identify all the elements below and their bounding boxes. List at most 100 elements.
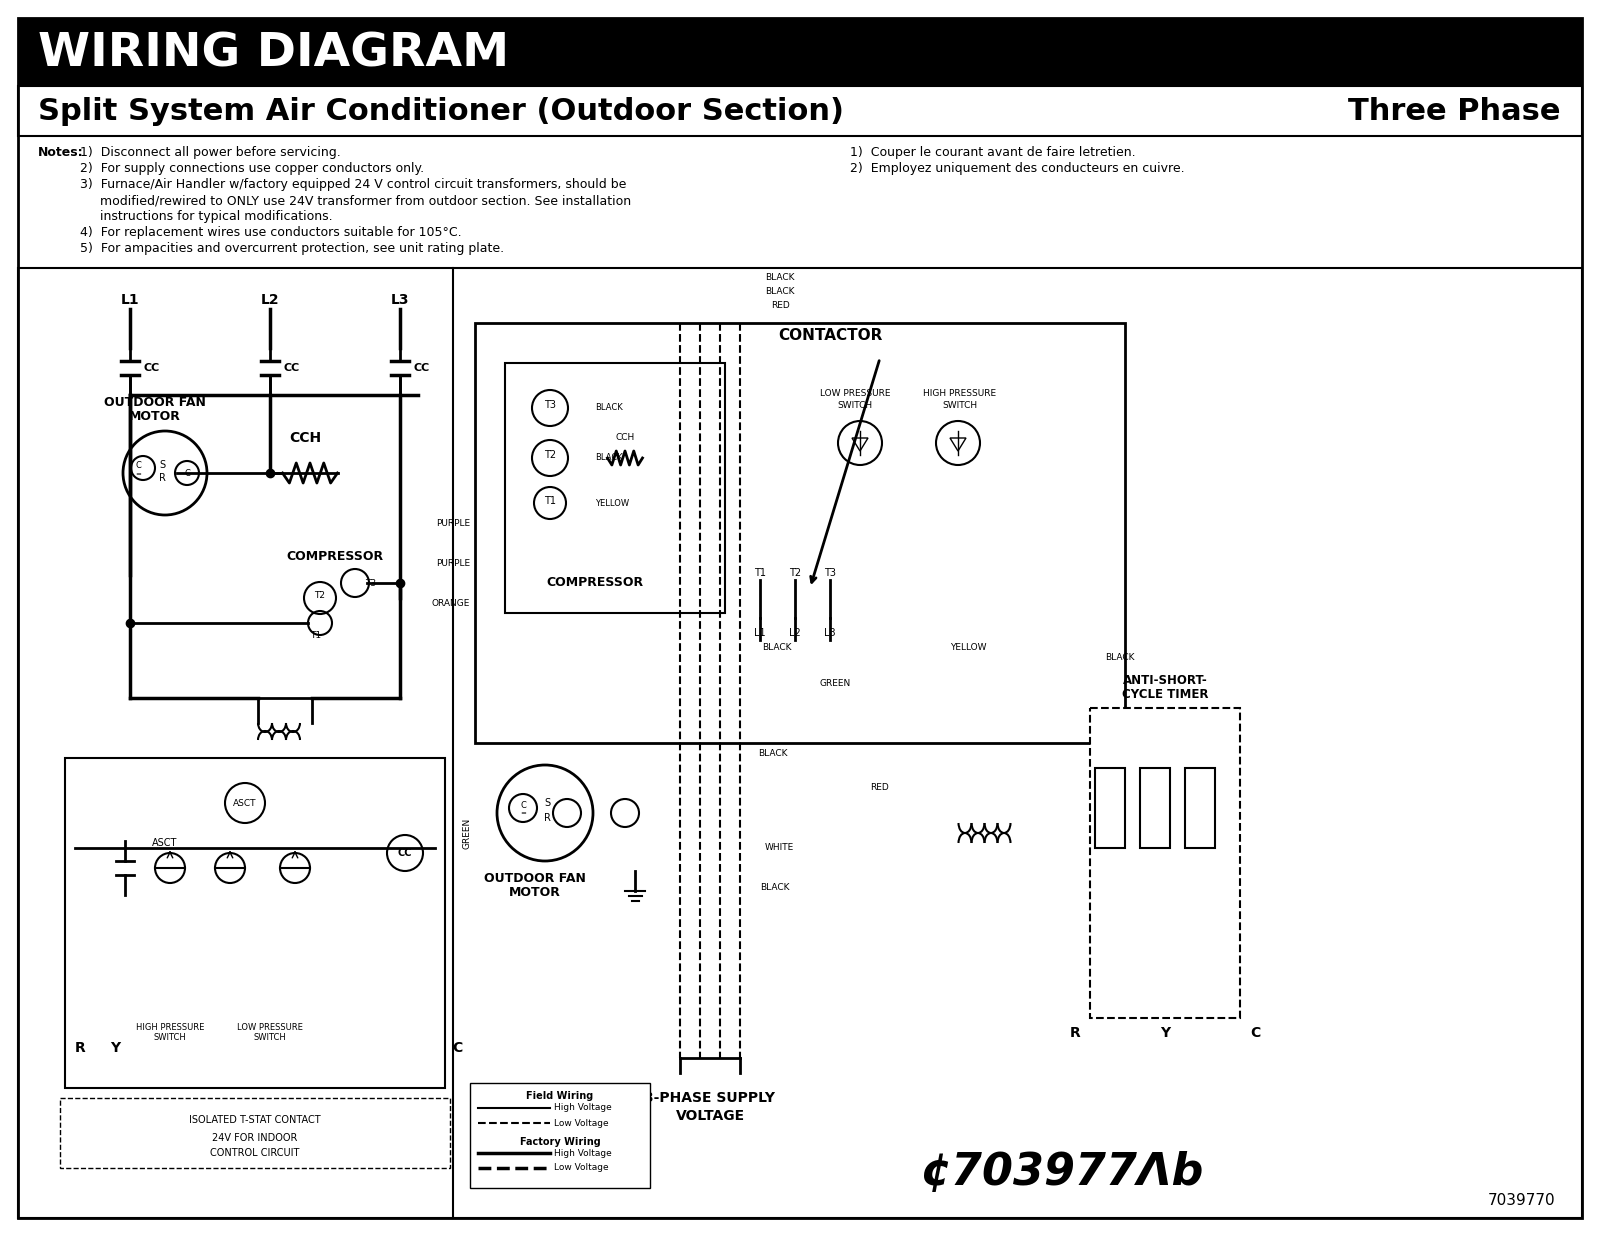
Text: T3: T3 — [824, 569, 835, 578]
Text: S: S — [544, 798, 550, 808]
Bar — [18, 19, 1582, 87]
Text: C: C — [1250, 1026, 1261, 1039]
Text: Low Voltage: Low Voltage — [554, 1163, 608, 1173]
Text: SWITCH: SWITCH — [254, 1033, 286, 1042]
Text: GREEN: GREEN — [462, 817, 472, 849]
Text: CC: CC — [398, 848, 413, 858]
Text: C: C — [134, 461, 141, 471]
Text: L3: L3 — [390, 293, 410, 307]
Text: MOTOR: MOTOR — [509, 886, 562, 900]
Text: T1: T1 — [310, 630, 322, 639]
Text: 5)  For ampacities and overcurrent protection, see unit rating plate.: 5) For ampacities and overcurrent protec… — [80, 242, 504, 255]
Bar — [1139, 768, 1170, 848]
Text: L1: L1 — [754, 628, 766, 638]
Text: LOW PRESSURE: LOW PRESSURE — [237, 1023, 302, 1032]
Text: RED: RED — [870, 784, 888, 792]
Text: SWITCH: SWITCH — [837, 400, 872, 409]
Bar — [61, 1098, 450, 1168]
Text: 1)  Disconnect all power before servicing.: 1) Disconnect all power before servicing… — [80, 146, 341, 159]
Bar — [66, 758, 445, 1088]
Text: 3)  Furnace/Air Handler w/factory equipped 24 V control circuit transformers, sh: 3) Furnace/Air Handler w/factory equippe… — [80, 178, 626, 192]
Text: T2: T2 — [315, 591, 325, 599]
Text: YELLOW: YELLOW — [950, 644, 987, 653]
Text: ORANGE: ORANGE — [432, 598, 470, 608]
Text: ASCT: ASCT — [234, 798, 256, 807]
Text: VOLTAGE: VOLTAGE — [675, 1109, 744, 1124]
Text: WIRING DIAGRAM: WIRING DIAGRAM — [38, 31, 509, 77]
Text: CONTROL CIRCUIT: CONTROL CIRCUIT — [210, 1148, 299, 1158]
Text: CYCLE TIMER: CYCLE TIMER — [1122, 688, 1208, 702]
Text: L1: L1 — [120, 293, 139, 307]
Text: High Voltage: High Voltage — [554, 1148, 611, 1157]
Text: Y: Y — [110, 1041, 120, 1056]
Text: Factory Wiring: Factory Wiring — [520, 1137, 600, 1147]
Text: CCH: CCH — [290, 431, 322, 445]
Text: =: = — [134, 471, 141, 477]
Text: L2: L2 — [261, 293, 280, 307]
Text: LOW PRESSURE: LOW PRESSURE — [819, 388, 890, 398]
Bar — [470, 1083, 650, 1188]
Text: PURPLE: PURPLE — [435, 518, 470, 528]
Text: =: = — [520, 810, 526, 816]
Text: instructions for typical modifications.: instructions for typical modifications. — [80, 210, 333, 222]
Text: ISOLATED T-STAT CONTACT: ISOLATED T-STAT CONTACT — [189, 1115, 322, 1125]
Text: BLACK: BLACK — [758, 749, 787, 758]
Text: L3: L3 — [824, 628, 835, 638]
Text: BLACK: BLACK — [765, 273, 795, 283]
Text: Split System Air Conditioner (Outdoor Section): Split System Air Conditioner (Outdoor Se… — [38, 98, 845, 126]
Text: 1)  Couper le courant avant de faire letretien.: 1) Couper le courant avant de faire letr… — [850, 146, 1136, 159]
Text: CONTACTOR: CONTACTOR — [778, 328, 882, 344]
Text: 2)  For supply connections use copper conductors only.: 2) For supply connections use copper con… — [80, 162, 424, 176]
Bar — [1186, 768, 1214, 848]
Text: BLACK: BLACK — [595, 403, 622, 413]
Text: CCH: CCH — [616, 434, 635, 442]
Text: T2: T2 — [789, 569, 802, 578]
Text: R: R — [75, 1041, 85, 1056]
Text: OUTDOOR FAN: OUTDOOR FAN — [485, 873, 586, 885]
Text: 3-PHASE SUPPLY: 3-PHASE SUPPLY — [645, 1091, 776, 1105]
Text: modified/rewired to ONLY use 24V transformer from outdoor section. See installat: modified/rewired to ONLY use 24V transfo… — [80, 194, 630, 206]
Text: R: R — [544, 813, 550, 823]
Text: C: C — [520, 801, 526, 810]
Text: Notes:: Notes: — [38, 146, 83, 159]
Text: Field Wiring: Field Wiring — [526, 1091, 594, 1101]
Text: C: C — [451, 1041, 462, 1056]
Text: COMPRESSOR: COMPRESSOR — [286, 550, 384, 562]
Text: Three Phase: Three Phase — [1347, 98, 1560, 126]
Text: T1: T1 — [544, 496, 557, 506]
Bar — [18, 87, 1582, 136]
Text: 24V FOR INDOOR: 24V FOR INDOOR — [213, 1133, 298, 1143]
Text: COMPRESSOR: COMPRESSOR — [547, 576, 643, 590]
Bar — [475, 323, 1125, 743]
Text: ANTI-SHORT-: ANTI-SHORT- — [1123, 674, 1208, 686]
Text: HIGH PRESSURE: HIGH PRESSURE — [136, 1023, 205, 1032]
Text: YELLOW: YELLOW — [595, 498, 629, 508]
Text: T3: T3 — [365, 578, 376, 587]
Text: SWITCH: SWITCH — [154, 1033, 186, 1042]
Text: PURPLE: PURPLE — [435, 559, 470, 567]
Text: 7039770: 7039770 — [1488, 1193, 1555, 1208]
Text: S: S — [158, 460, 165, 470]
Text: BLACK: BLACK — [765, 288, 795, 297]
Text: R: R — [1070, 1026, 1080, 1039]
Text: R: R — [158, 473, 165, 483]
Text: 2)  Employez uniquement des conducteurs en cuivre.: 2) Employez uniquement des conducteurs e… — [850, 162, 1184, 176]
Bar — [18, 268, 1582, 1217]
Text: ASCT: ASCT — [152, 838, 178, 848]
Text: C: C — [184, 468, 190, 477]
Text: 4)  For replacement wires use conductors suitable for 105°C.: 4) For replacement wires use conductors … — [80, 226, 462, 239]
Text: High Voltage: High Voltage — [554, 1104, 611, 1112]
Text: BLACK: BLACK — [760, 884, 789, 892]
Text: MOTOR: MOTOR — [130, 410, 181, 424]
Bar — [1090, 708, 1240, 1018]
Text: CC: CC — [283, 363, 299, 373]
Text: CC: CC — [142, 363, 160, 373]
Text: BLACK: BLACK — [762, 644, 792, 653]
Text: OUTDOOR FAN: OUTDOOR FAN — [104, 397, 206, 409]
Text: T2: T2 — [544, 450, 557, 460]
Bar — [1094, 768, 1125, 848]
Text: L2: L2 — [789, 628, 802, 638]
Text: T3: T3 — [544, 400, 557, 410]
Text: RED: RED — [771, 302, 789, 310]
Text: ¢703977Λb: ¢703977Λb — [920, 1152, 1203, 1194]
